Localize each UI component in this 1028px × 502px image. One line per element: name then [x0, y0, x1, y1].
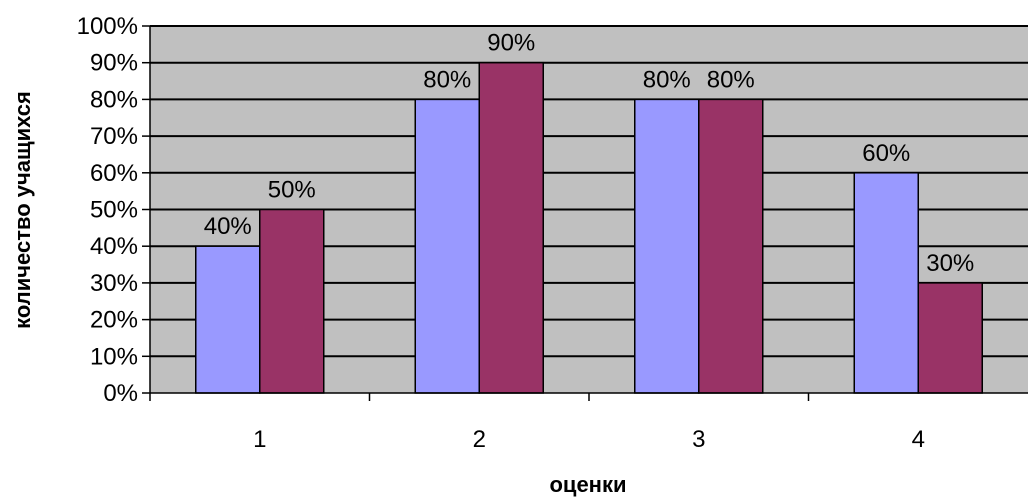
- y-axis-title: количество учащихся: [10, 91, 35, 329]
- data-label: 80%: [423, 66, 471, 93]
- y-tick-label: 30%: [90, 270, 138, 297]
- bar: [195, 245, 261, 394]
- data-label: 90%: [487, 30, 535, 57]
- y-tick-labels: 0% 10% 20% 30% 40% 50% 60% 70% 80% 90% 100%: [77, 13, 138, 407]
- bar: [478, 61, 544, 394]
- bar: [259, 208, 325, 394]
- y-tick-label: 60%: [90, 160, 138, 187]
- data-label: 60%: [862, 140, 910, 167]
- data-label: 40%: [204, 213, 252, 240]
- data-label: 50%: [268, 177, 316, 204]
- data-label: 80%: [643, 66, 691, 93]
- bars: [195, 61, 983, 394]
- y-tick-label: 10%: [90, 343, 138, 370]
- x-tick-label: 1: [253, 426, 266, 453]
- y-tick-label: 100%: [77, 13, 138, 40]
- y-tick-label: 90%: [90, 50, 138, 77]
- y-tick-label: 20%: [90, 307, 138, 334]
- x-tick-labels: 1 2 3 4: [253, 426, 925, 453]
- data-labels: 40% 50% 80% 90% 80% 80% 60% 30%: [204, 30, 975, 277]
- axes: [142, 25, 1028, 401]
- y-tick-label: 50%: [90, 197, 138, 224]
- y-tick-label: 70%: [90, 123, 138, 150]
- y-tick-label: 80%: [90, 86, 138, 113]
- y-tick-label: 0%: [103, 380, 138, 407]
- x-tick-label: 2: [473, 426, 486, 453]
- x-tick-label: 4: [912, 426, 925, 453]
- y-tick-label: 40%: [90, 233, 138, 260]
- bar: [414, 98, 480, 394]
- x-tick-label: 3: [692, 426, 705, 453]
- bar: [634, 98, 700, 394]
- data-label: 30%: [926, 250, 974, 277]
- data-label: 80%: [707, 66, 755, 93]
- bar: [917, 282, 983, 394]
- x-axis-title: оценки: [549, 472, 626, 497]
- bar: [853, 172, 919, 394]
- bar: [698, 98, 764, 394]
